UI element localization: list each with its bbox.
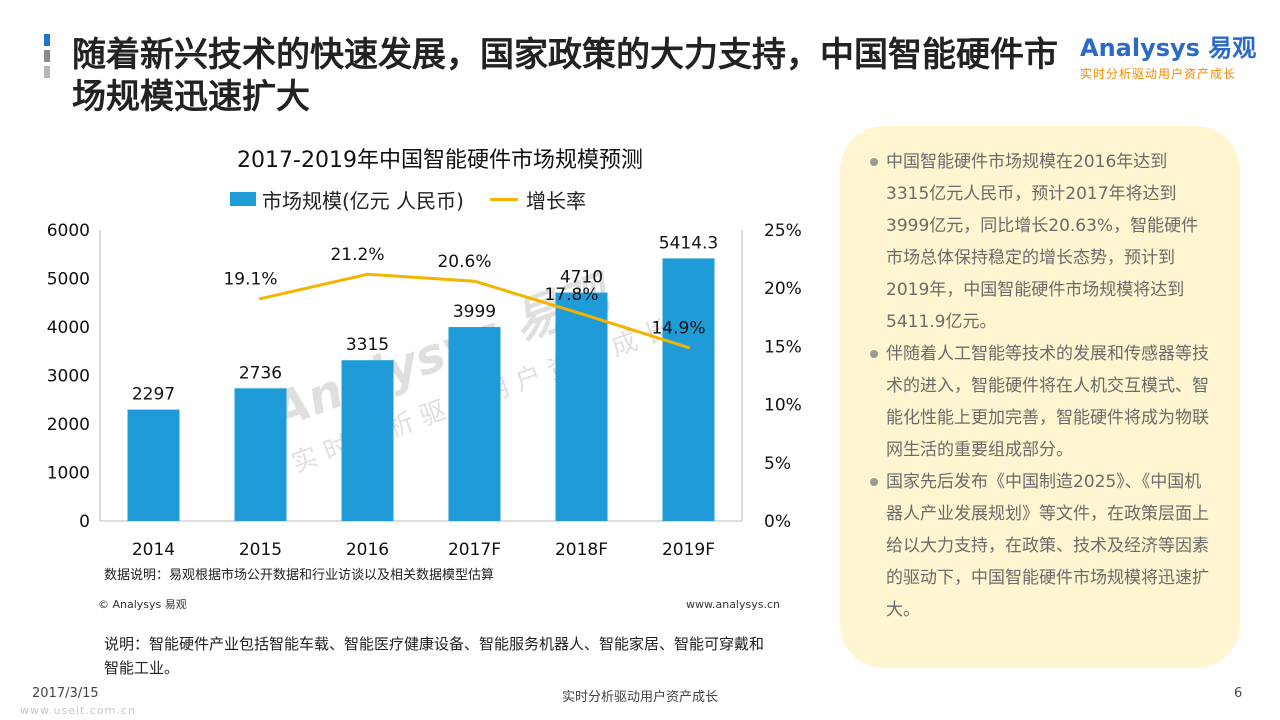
growth-rate-label: 21.2% bbox=[330, 245, 384, 265]
growth-rate-point bbox=[259, 297, 262, 301]
growth-rate-label: 14.9% bbox=[651, 319, 705, 339]
logo-text: Analysys 易观 bbox=[1080, 34, 1257, 62]
summary-item: 伴随着人工智能等技术的发展和传感器等技术的进入，智能硬件将在人机交互模式、智能化… bbox=[870, 338, 1210, 466]
y-left-tick-label: 6000 bbox=[47, 221, 90, 241]
bar-data-label: 3315 bbox=[346, 335, 389, 355]
bar-data-label: 5414.3 bbox=[659, 233, 718, 253]
x-tick-label: 2018F bbox=[555, 540, 608, 560]
y-left-tick-label: 4000 bbox=[47, 318, 90, 338]
chart-legend: 市场规模(亿元 人民币) 增长率 bbox=[230, 186, 650, 213]
bar bbox=[662, 258, 715, 521]
title-accent-bars bbox=[44, 34, 52, 80]
bar-data-label: 3999 bbox=[453, 302, 496, 322]
growth-rate-label: 20.6% bbox=[437, 252, 491, 272]
growth-rate-label: 19.1% bbox=[223, 270, 277, 290]
bar-data-label: 4710 bbox=[560, 268, 603, 288]
x-tick-label: 2019F bbox=[662, 540, 715, 560]
growth-rate-point bbox=[687, 346, 690, 350]
bar bbox=[555, 292, 608, 521]
y-right-tick-label: 0% bbox=[764, 512, 791, 532]
x-tick-label: 2017F bbox=[448, 540, 501, 560]
legend-line-swatch bbox=[489, 197, 518, 201]
y-right-tick-label: 10% bbox=[764, 396, 802, 416]
bar bbox=[341, 360, 394, 521]
footer-tagline: 实时分析驱动用户资产成长 bbox=[561, 690, 718, 705]
data-note: 数据说明：易观根据市场公开数据和行业访谈以及相关数据模型估算 bbox=[104, 568, 495, 583]
x-tick-label: 2016 bbox=[346, 540, 389, 560]
bar bbox=[448, 327, 501, 521]
summary-item: 中国智能硬件市场规模在2016年达到3315亿元人民币，预计2017年将达到39… bbox=[870, 146, 1210, 338]
y-right-tick-label: 15% bbox=[764, 337, 802, 357]
growth-rate-point bbox=[473, 279, 476, 283]
y-left-tick-label: 1000 bbox=[47, 464, 90, 484]
page-number: 6 bbox=[1234, 686, 1243, 701]
analysys-logo: Analysys 易观 实时分析驱动用户资产成长 bbox=[1080, 28, 1260, 81]
growth-rate-label: 17.8% bbox=[544, 285, 598, 305]
footer-date: 2017/3/15 bbox=[32, 686, 99, 701]
legend-line-label: 增长率 bbox=[525, 188, 586, 213]
summary-item: 国家先后发布《中国制造2025》、《中国机器人产业发展规划》等文件，在政策层面上… bbox=[870, 466, 1210, 626]
legend-bar-label: 市场规模(亿元 人民币) bbox=[262, 188, 464, 213]
legend-bar-swatch bbox=[230, 192, 256, 206]
footer-site: www.useit.com.cn bbox=[20, 704, 136, 717]
bar-data-label: 2736 bbox=[239, 363, 282, 383]
x-tick-label: 2014 bbox=[132, 540, 175, 560]
y-left-tick-label: 5000 bbox=[47, 270, 90, 290]
logo-tagline: 实时分析驱动用户资产成长 bbox=[1080, 67, 1237, 81]
y-left-tick-label: 2000 bbox=[47, 415, 90, 435]
copyright-url: www.analysys.cn bbox=[686, 598, 780, 611]
x-tick-label: 2015 bbox=[239, 540, 282, 560]
y-left-tick-label: 3000 bbox=[47, 367, 90, 387]
y-right-tick-label: 20% bbox=[764, 279, 802, 299]
page-title: 随着新兴技术的快速发展，国家政策的大力支持，中国智能硬件市场规模迅速扩大 bbox=[72, 35, 1058, 117]
growth-rate-point bbox=[366, 272, 369, 276]
growth-rate-point bbox=[580, 312, 583, 316]
copyright: © Analysys 易观 bbox=[98, 598, 187, 611]
y-right-tick-label: 5% bbox=[764, 454, 791, 474]
y-right-tick-label: 25% bbox=[764, 221, 802, 241]
description-note: 说明：智能硬件产业包括智能车载、智能医疗健康设备、智能服务机器人、智能家居、智能… bbox=[104, 635, 765, 677]
bar bbox=[127, 409, 180, 521]
chart-title: 2017-2019年中国智能硬件市场规模预测 bbox=[237, 148, 643, 173]
y-left-tick-label: 0 bbox=[79, 512, 90, 532]
bar bbox=[234, 388, 287, 521]
summary-panel: 中国智能硬件市场规模在2016年达到3315亿元人民币，预计2017年将达到39… bbox=[840, 126, 1240, 668]
bar-data-label: 2297 bbox=[132, 385, 175, 405]
